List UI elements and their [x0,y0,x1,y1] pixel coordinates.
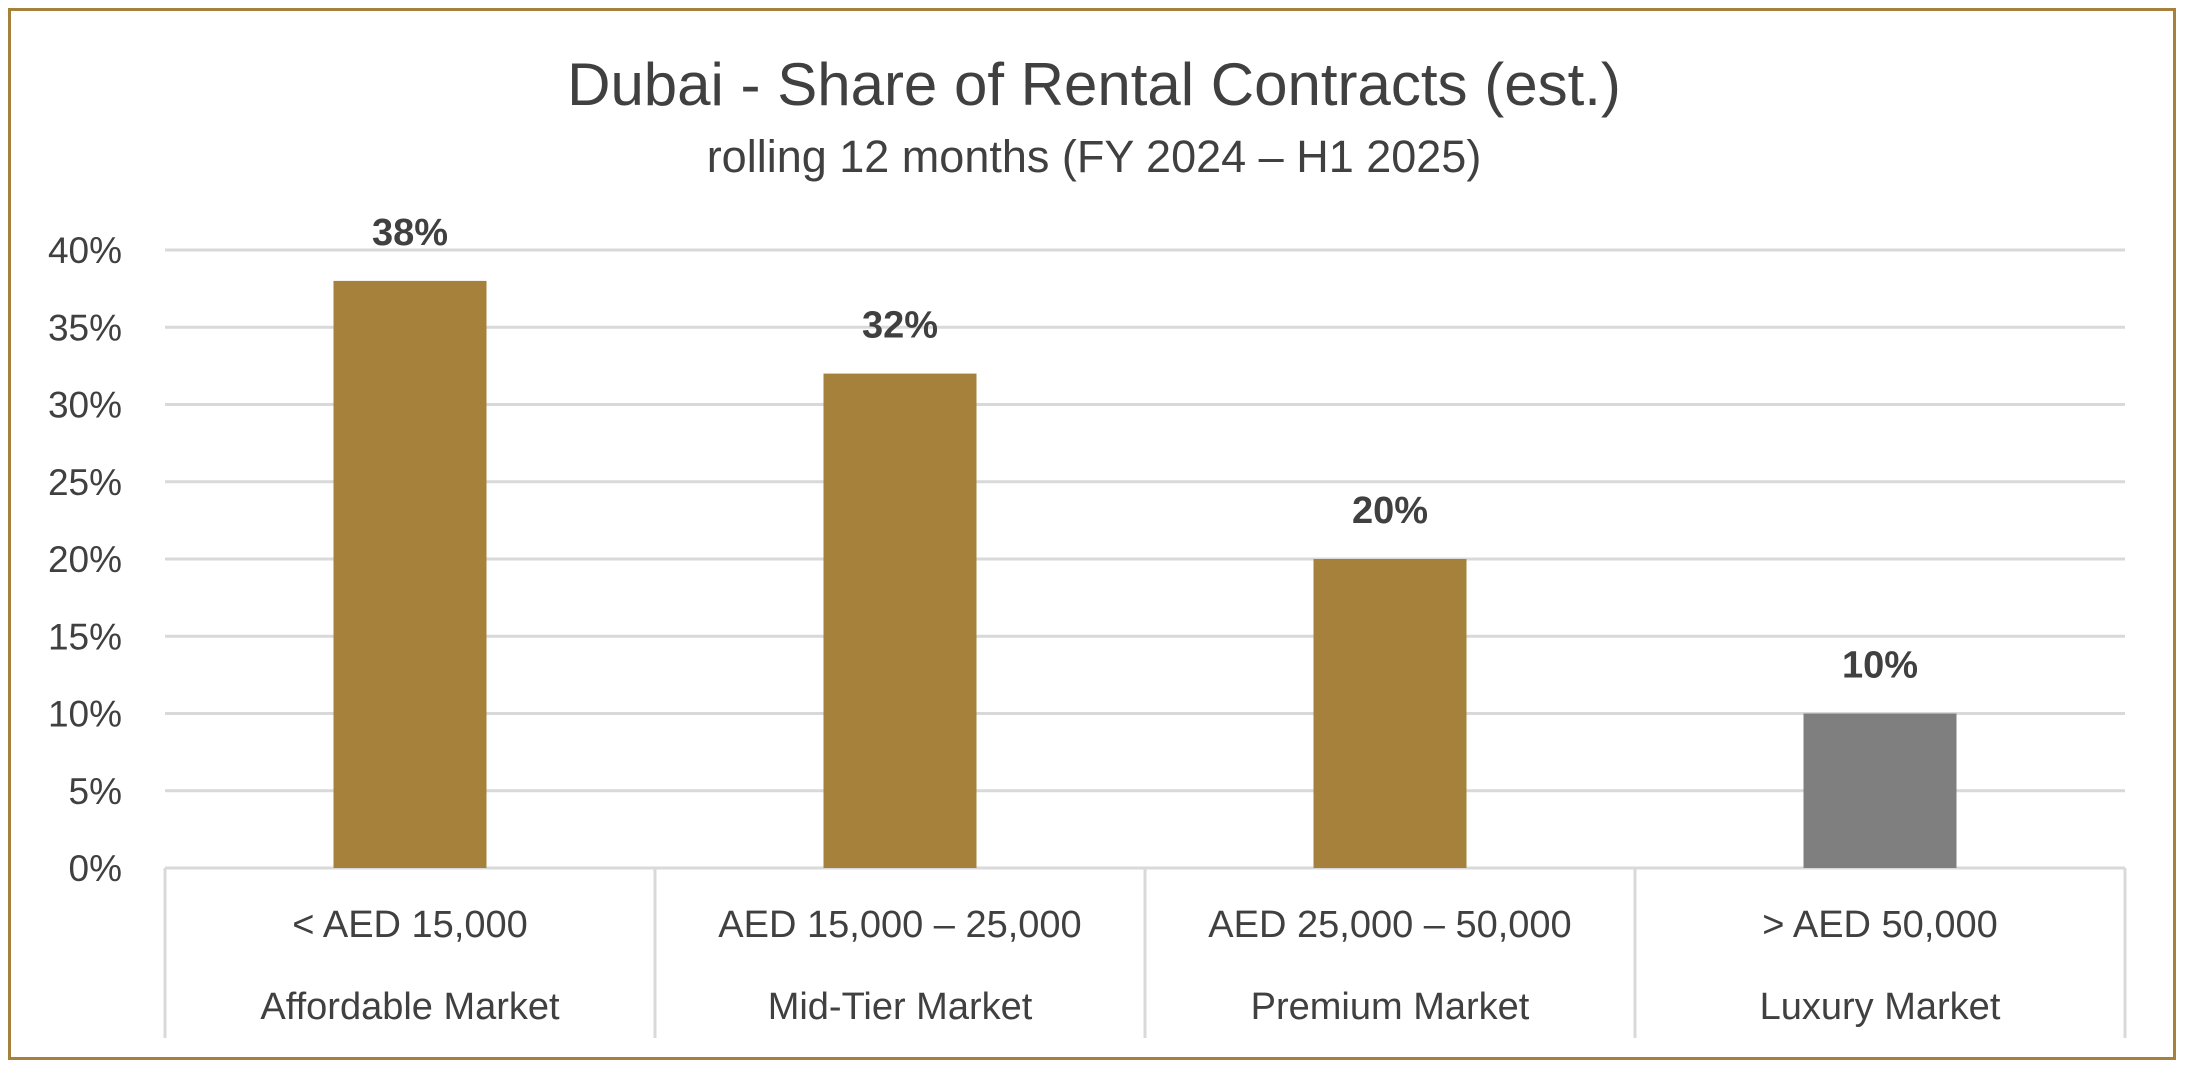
chart-subtitle: rolling 12 months (FY 2024 – H1 2025) [707,131,1482,182]
bar [1803,713,1957,868]
bar [1313,559,1467,868]
bars [333,280,1957,868]
y-tick-label: 25% [48,462,122,503]
data-label: 32% [862,305,938,347]
x-category-range-label: AED 25,000 – 50,000 [1208,904,1571,946]
x-category-range-label: < AED 15,000 [292,904,528,946]
x-category-segment-label: Luxury Market [1760,986,2001,1028]
y-tick-label: 0% [69,848,122,889]
chart-title: Dubai - Share of Rental Contracts (est.) [567,51,1621,118]
bar [823,373,977,868]
data-label: 20% [1352,490,1428,532]
x-category-segment-label: Mid-Tier Market [768,986,1033,1028]
y-tick-label: 20% [48,539,122,580]
x-category-range-label: > AED 50,000 [1762,904,1998,946]
y-tick-label: 40% [48,230,122,271]
x-category-segment-label: Premium Market [1251,986,1530,1028]
x-axis-categories: < AED 15,000 Affordable Market AED 15,000 … [163,868,2127,1038]
y-tick-label: 10% [48,694,122,735]
y-tick-label: 15% [48,616,122,657]
x-category-segment-label: Affordable Market [260,986,560,1028]
y-tick-label: 5% [69,771,122,812]
data-label: 38% [372,212,448,254]
y-tick-label: 35% [48,307,122,348]
bar [333,280,487,868]
x-category-range-label: AED 15,000 – 25,000 [718,904,1081,946]
data-labels: 38% 32% 20% 10% [372,212,1918,687]
y-axis-tick-labels: 0% 5% 10% 15% 20% 25% 30% 35% 40% [48,230,122,889]
y-tick-label: 30% [48,385,122,426]
data-label: 10% [1842,645,1918,687]
